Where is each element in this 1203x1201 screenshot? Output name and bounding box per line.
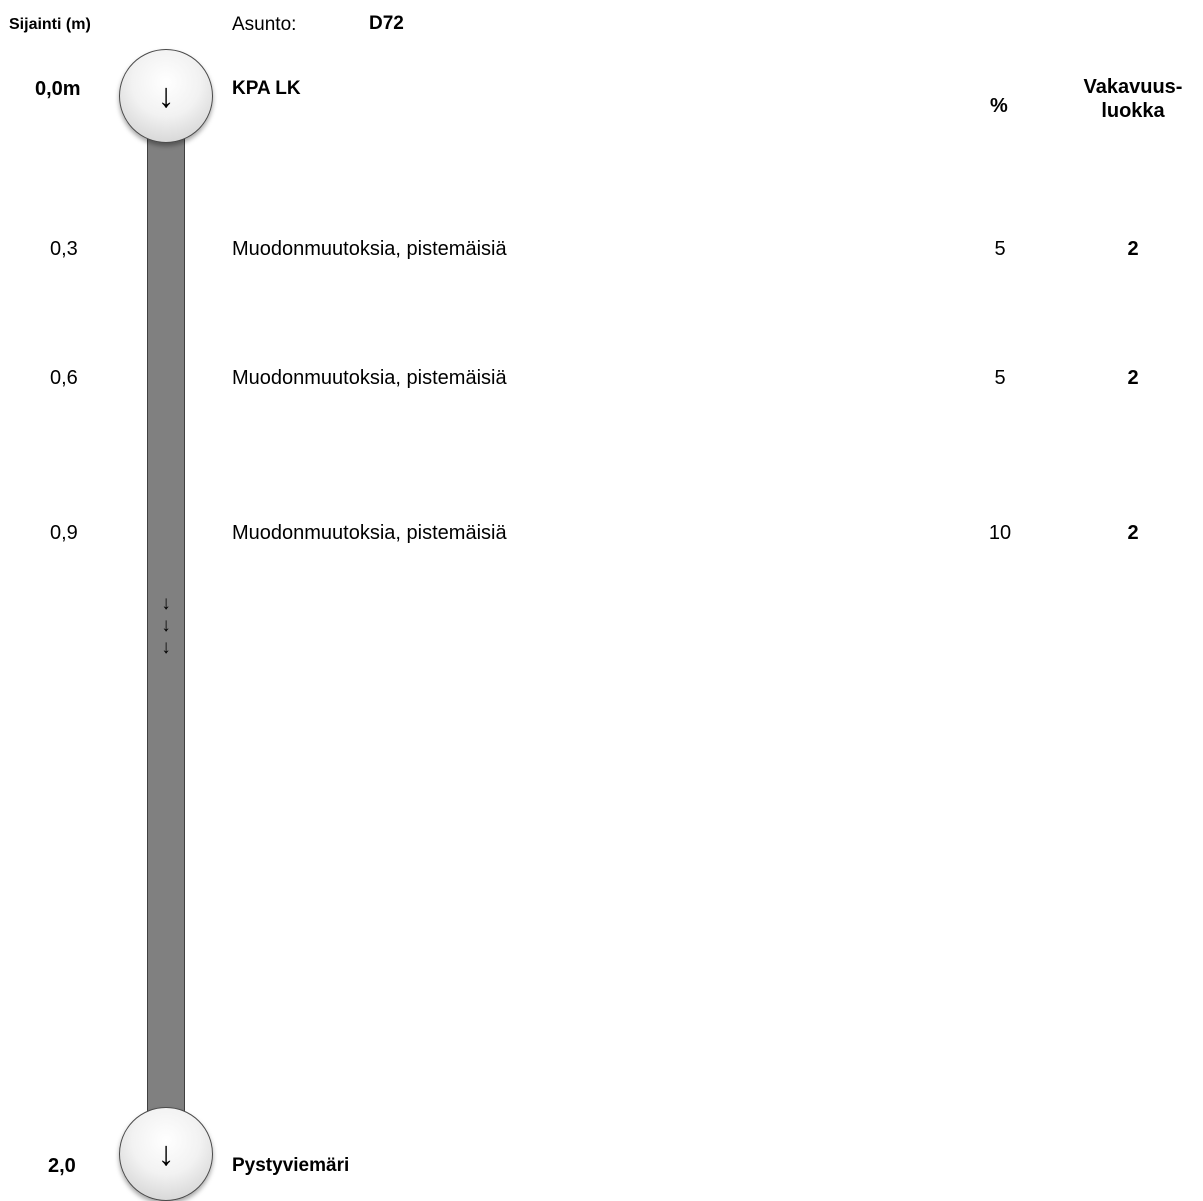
finding-severity: 2 <box>1127 238 1139 260</box>
start-label: KPA LK <box>232 78 301 99</box>
finding-position: 0,9 <box>50 522 78 544</box>
finding-description: Muodonmuutoksia, pistemäisiä <box>232 367 507 389</box>
position-column-header: Sijainti (m) <box>9 16 91 33</box>
severity-header-line2: luokka <box>1101 100 1165 122</box>
finding-severity: 2 <box>1127 522 1139 544</box>
finding-position: 0,6 <box>50 367 78 389</box>
down-arrow-icon: ↓ <box>157 1134 175 1173</box>
finding-percent: 5 <box>994 238 1006 260</box>
severity-header-line1: Vakavuus- <box>1083 76 1183 98</box>
flow-arrow-icon: ↓ <box>161 593 171 614</box>
start-position: 0,0m <box>35 78 81 100</box>
flow-arrow-icon: ↓ <box>161 637 171 658</box>
flow-arrow-icon: ↓ <box>161 615 171 636</box>
finding-description: Muodonmuutoksia, pistemäisiä <box>232 522 507 544</box>
start-node: ↓ <box>119 49 213 143</box>
flow-direction-arrows: ↓ ↓ ↓ <box>158 593 174 659</box>
apartment-value: D72 <box>369 13 404 34</box>
severity-column-header: Vakavuus- luokka <box>1068 75 1198 123</box>
finding-description: Muodonmuutoksia, pistemäisiä <box>232 238 507 260</box>
down-arrow-icon: ↓ <box>157 76 175 115</box>
pipe-line <box>147 128 185 1128</box>
finding-percent: 10 <box>988 522 1012 544</box>
finding-severity: 2 <box>1127 367 1139 389</box>
percent-column-header: % <box>990 95 1008 117</box>
end-position: 2,0 <box>48 1155 76 1177</box>
apartment-label: Asunto: <box>232 14 297 35</box>
finding-position: 0,3 <box>50 238 78 260</box>
finding-percent: 5 <box>994 367 1006 389</box>
end-label: Pystyviemäri <box>232 1155 350 1176</box>
end-node: ↓ <box>119 1107 213 1201</box>
